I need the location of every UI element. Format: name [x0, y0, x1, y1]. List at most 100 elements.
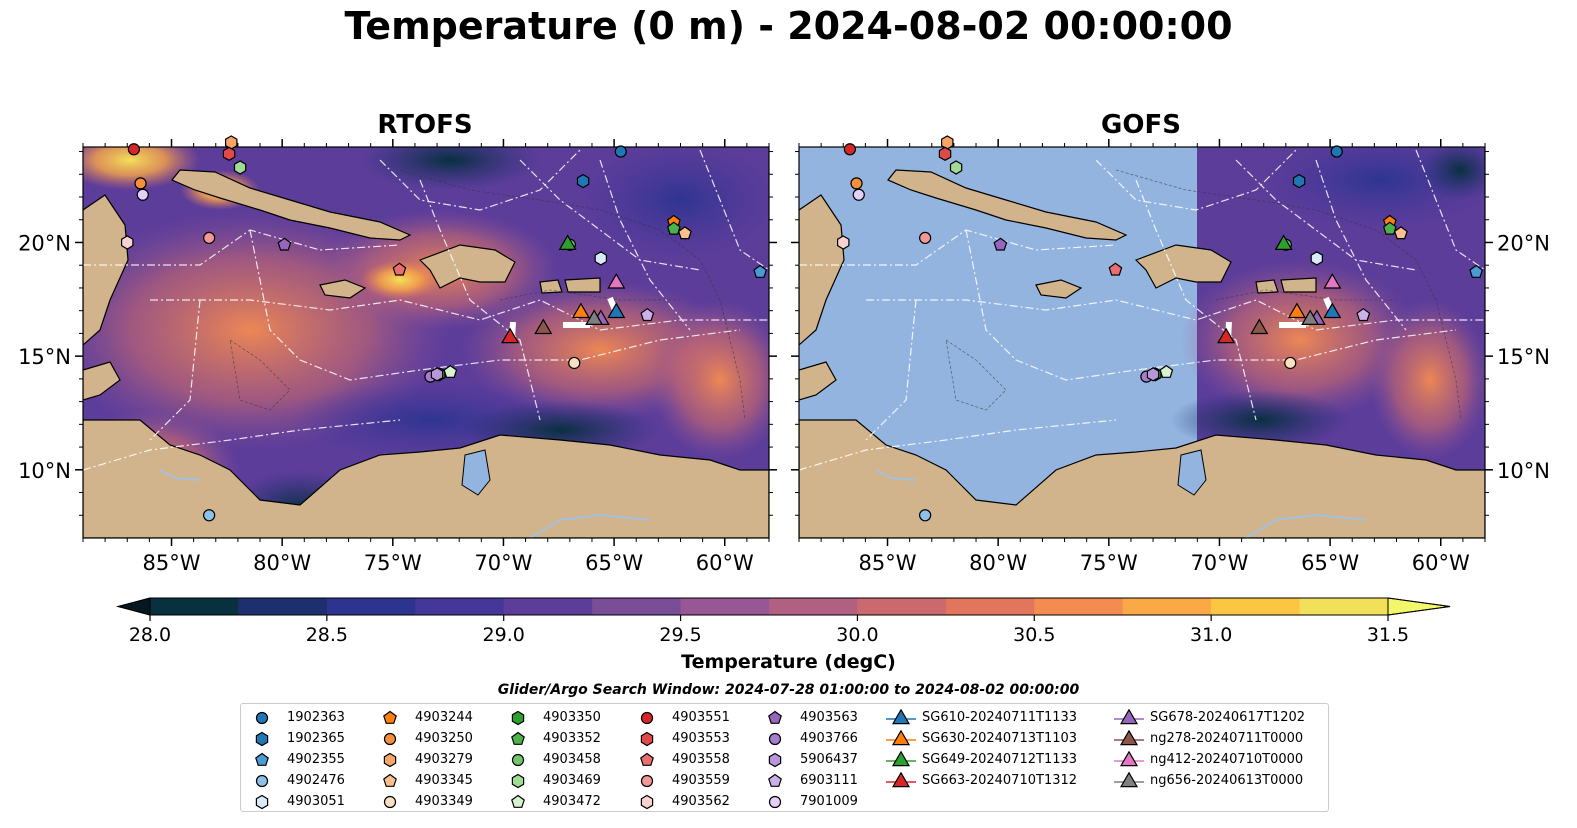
marker-ng278-20240711T0000	[534, 318, 553, 335]
legend-item: 4903352	[509, 728, 601, 749]
legend-marker	[1119, 750, 1139, 766]
legend-label: 4903458	[543, 752, 601, 767]
rtofs-bathymetry-contours	[229, 169, 746, 421]
gofs-eez-boundaries	[799, 149, 1485, 471]
figure-title: Temperature (0 m) - 2024-08-02 00:00:00	[344, 4, 1233, 48]
legend-marker	[1119, 771, 1139, 787]
argo-pentagon-icon	[768, 773, 782, 787]
colorbar-tick-label: 30.5	[1013, 624, 1056, 646]
y-tick-label: 15°N	[18, 345, 71, 369]
colorbar-tick-label: 29.0	[482, 624, 525, 646]
colorbar-tick-label: 30.0	[836, 624, 879, 646]
legend-marker	[383, 795, 397, 808]
argo-hexagon-icon	[768, 752, 782, 767]
colorbar-segment	[680, 598, 770, 615]
legend-item: SG663-20240710T1312	[886, 770, 1077, 791]
marker-4903553	[222, 146, 236, 161]
x-tick-label: 65°W	[1301, 551, 1359, 575]
legend-marker	[255, 752, 269, 766]
rtofs-land	[83, 169, 769, 538]
legend-item: 4903562	[638, 791, 730, 812]
marker-1902365	[576, 173, 590, 189]
search-window-text: Glider/Argo Search Window: 2024-07-28 01…	[497, 682, 1080, 698]
marker-4903469	[949, 160, 963, 175]
legend-item: SG610-20240711T1133	[886, 707, 1077, 728]
legend-label: 4903558	[672, 752, 730, 767]
marker-ng656-20240613T0000	[1301, 309, 1320, 325]
glider-triangle-icon	[1114, 708, 1144, 724]
colorbar-segment	[769, 598, 858, 615]
marker-4903345	[1393, 226, 1408, 240]
legend-column: 4903563 4903766 5906437 6903111 7901009	[766, 707, 858, 812]
marker-5906437	[1146, 367, 1160, 382]
legend-label: 7901009	[800, 794, 858, 809]
legend-marker	[891, 771, 911, 787]
legend-item: 4903553	[638, 728, 730, 749]
legend-item: 4903563	[766, 707, 858, 728]
rtofs-eez-boundaries	[83, 149, 769, 471]
rtofs-lake	[461, 449, 491, 496]
colorbar-label: Temperature (degC)	[681, 651, 896, 673]
argo-hexagon-icon	[640, 794, 654, 809]
gofs-bathymetry-contours	[945, 169, 1462, 421]
gofs-axes-frame	[798, 146, 1486, 539]
legend-item: ng412-20240710T0000	[1114, 749, 1305, 770]
legend-marker	[768, 773, 782, 787]
legend-marker	[383, 710, 397, 724]
marker-4903349	[568, 356, 581, 370]
x-tick-label: 85°W	[859, 551, 917, 575]
colorbar-segment	[1211, 598, 1301, 615]
legend-label: SG630-20240713T1103	[922, 731, 1078, 746]
marker-4903345	[677, 226, 692, 240]
marker-4902355	[1469, 264, 1484, 278]
x-tick-label: 80°W	[253, 551, 311, 575]
legend-label: 4903244	[415, 710, 473, 725]
legend-label: 4903352	[543, 731, 601, 746]
legend-marker	[891, 729, 911, 745]
legend-marker	[255, 731, 269, 746]
legend-column: SG610-20240711T1133 SG630-20240713T1103 SG…	[886, 707, 1077, 791]
colorbar-tick-label: 31.5	[1366, 624, 1410, 646]
marker-4903559	[203, 231, 216, 245]
legend-marker	[511, 731, 525, 745]
legend-label: 4903345	[415, 773, 473, 788]
gofs-cold-patch	[1420, 147, 1485, 200]
legend-item: 4902476	[253, 770, 345, 791]
legend-item: 4903472	[509, 791, 601, 812]
legend-label: 4903250	[415, 731, 473, 746]
legend-marker	[1119, 729, 1139, 745]
marker-4903551	[127, 143, 141, 156]
x-tick-label: 70°W	[474, 551, 532, 575]
marker-SG630-20240713T1103	[1287, 302, 1306, 319]
argo-circle-icon	[511, 753, 525, 766]
y-tick-label: 10°N	[1497, 459, 1550, 483]
legend-label: SG649-20240712T1133	[922, 752, 1078, 767]
legend-marker	[891, 750, 911, 766]
legend-marker	[511, 753, 525, 766]
legend-item: 4903349	[381, 791, 473, 812]
legend-marker	[891, 708, 911, 724]
x-tick-label: 80°W	[969, 551, 1027, 575]
rtofs-hot-patch	[83, 147, 200, 190]
colorbar-tick-label: 28.0	[128, 624, 172, 646]
legend-label: 6903111	[800, 773, 858, 788]
argo-hexagon-icon	[255, 731, 269, 746]
legend-marker	[768, 752, 782, 767]
argo-hexagon-icon	[383, 752, 397, 767]
marker-4903472	[1159, 364, 1174, 378]
glider-triangle-icon	[886, 771, 916, 787]
axis-ticks: 85°W 80°W 75°W 70°W 65°W 60°W 20°N 15°N 10°N 85°W…	[18, 139, 1550, 575]
colorbar-segment	[415, 598, 505, 615]
marker-4903279	[225, 135, 238, 150]
legend-item: 5906437	[766, 749, 858, 770]
colorbar-segment	[503, 598, 593, 615]
argo-hexagon-icon	[511, 773, 525, 788]
legend-marker	[511, 773, 525, 788]
marker-SG663-20240710T1312	[501, 327, 520, 344]
marker-ng656-20240613T0000	[585, 309, 604, 325]
legend-column: 4903551 4903553 4903558 4903559 4903562	[638, 707, 730, 812]
legend: 1902363 1902365 4902355 4902476 4903051 49032…	[240, 703, 1329, 812]
legend-item: 4903458	[509, 749, 601, 770]
rtofs-observation-markers	[120, 135, 768, 522]
rtofs-rivers	[159, 469, 651, 538]
